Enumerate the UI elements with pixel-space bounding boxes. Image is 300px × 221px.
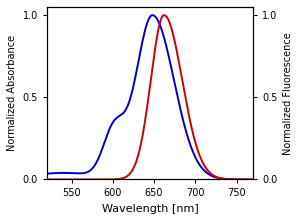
X-axis label: Wavelength [nm]: Wavelength [nm] (102, 204, 198, 214)
Y-axis label: Normalized Absorbance: Normalized Absorbance (7, 35, 17, 151)
Y-axis label: Normalized Fluorescence: Normalized Fluorescence (283, 32, 293, 154)
